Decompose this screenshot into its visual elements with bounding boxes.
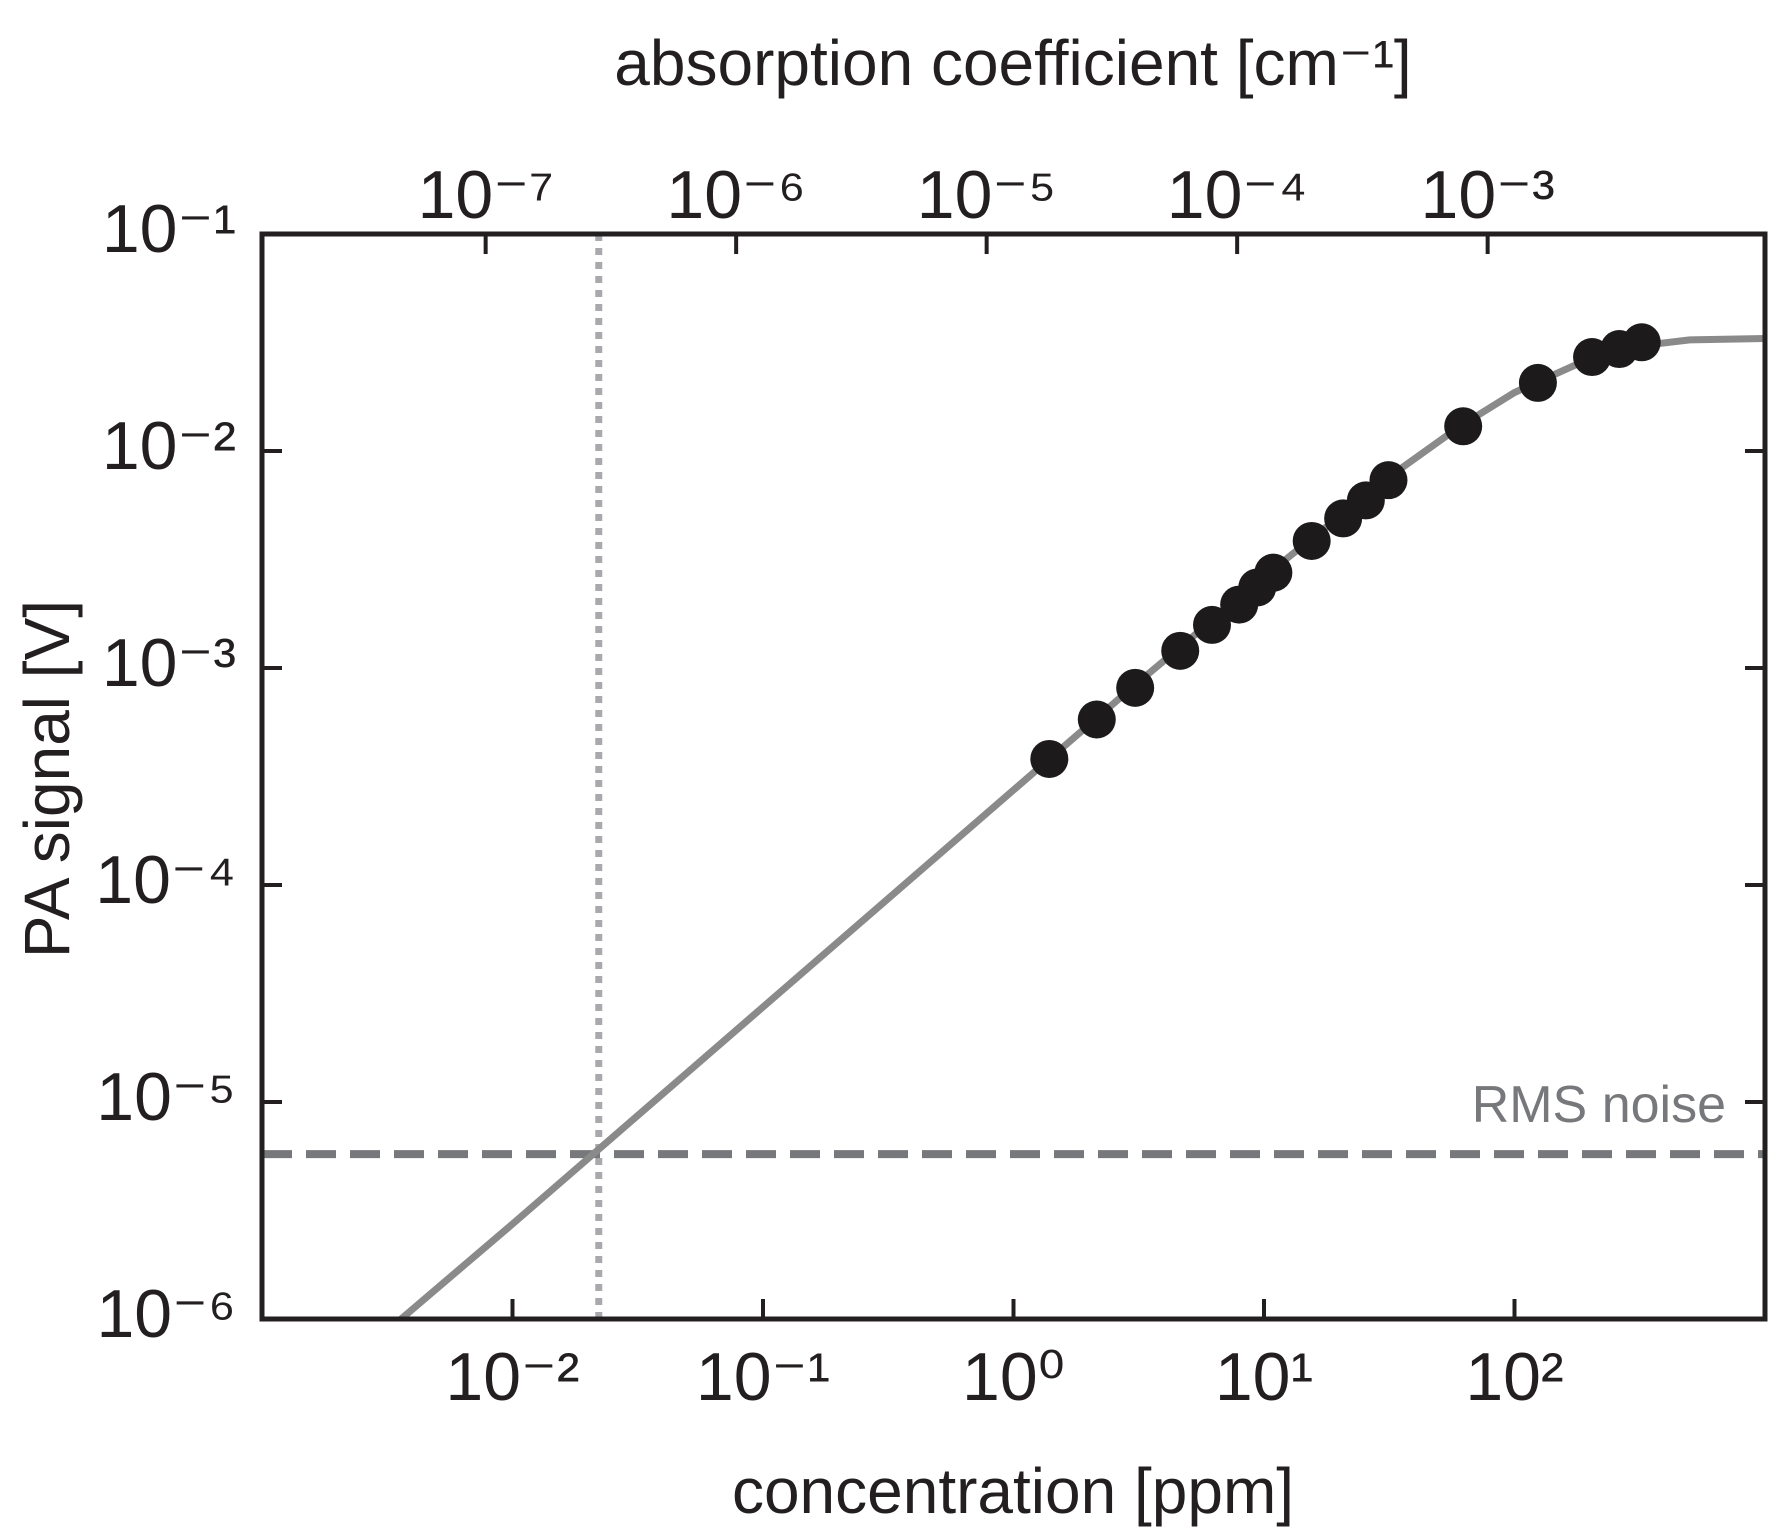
data-point bbox=[1369, 461, 1408, 500]
x-tick-label: 10⁰ bbox=[962, 1339, 1065, 1415]
fit-line bbox=[398, 334, 1765, 1319]
x2-tick-label: 10⁻⁵ bbox=[917, 157, 1057, 233]
x-tick-label: 10⁻¹ bbox=[696, 1339, 830, 1415]
x-tick-label: 10² bbox=[1465, 1339, 1563, 1415]
data-point bbox=[1444, 407, 1483, 446]
x2-tick-label: 10⁻³ bbox=[1421, 157, 1555, 233]
data-point bbox=[1622, 323, 1661, 362]
data-point bbox=[1254, 553, 1293, 592]
plot-area bbox=[262, 234, 1765, 1319]
x2-axis-title: absorption coefficient [cm⁻¹] bbox=[614, 27, 1411, 99]
data-point bbox=[1192, 605, 1231, 644]
data-point bbox=[1116, 668, 1155, 707]
y-axis-title: PA signal [V] bbox=[11, 600, 83, 958]
y-tick-label: 10⁻⁶ bbox=[96, 1276, 236, 1352]
x2-tick-label: 10⁻⁷ bbox=[418, 157, 554, 233]
data-point bbox=[1518, 363, 1557, 402]
y-tick-label: 10⁻³ bbox=[102, 625, 236, 701]
noise-label: RMS noise bbox=[1472, 1076, 1726, 1134]
x-axis-title: concentration [ppm] bbox=[732, 1455, 1294, 1527]
data-point bbox=[1292, 521, 1331, 560]
x2-tick-label: 10⁻⁶ bbox=[666, 157, 806, 233]
y-tick-label: 10⁻⁵ bbox=[96, 1059, 236, 1135]
data-point bbox=[1077, 700, 1116, 739]
x-tick-label: 10⁻² bbox=[445, 1339, 579, 1415]
data-point bbox=[1030, 739, 1069, 778]
y-tick-label: 10⁻¹ bbox=[102, 191, 236, 267]
y-tick-label: 10⁻² bbox=[102, 408, 236, 484]
x-tick-label: 10¹ bbox=[1215, 1339, 1313, 1415]
x2-tick-label: 10⁻⁴ bbox=[1167, 157, 1308, 233]
y-tick-label: 10⁻⁴ bbox=[95, 842, 236, 918]
data-point bbox=[1161, 631, 1200, 670]
